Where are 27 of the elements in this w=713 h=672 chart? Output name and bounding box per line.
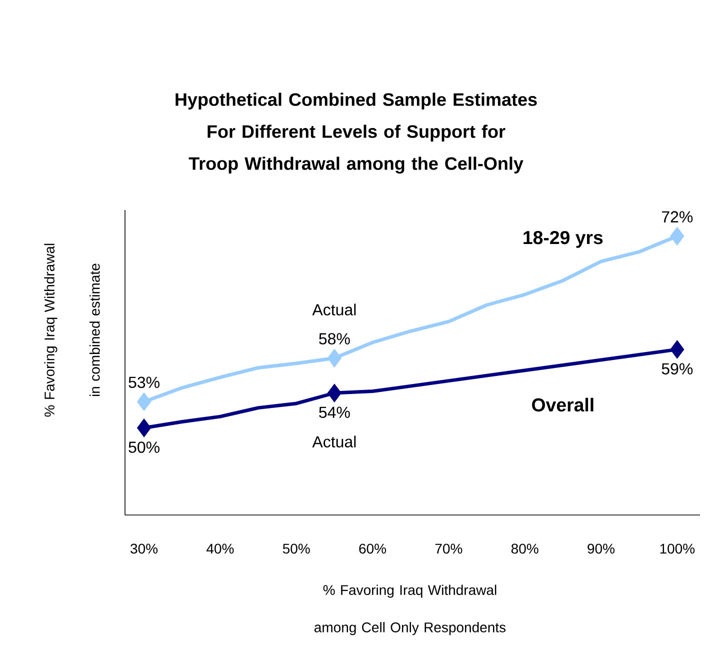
- x-tick-label: 30%: [130, 544, 158, 554]
- series-label: Overall: [532, 398, 594, 412]
- annotation: Actual: [312, 304, 356, 316]
- annotation: Actual: [312, 436, 356, 448]
- point: [327, 384, 342, 402]
- point: [327, 348, 342, 368]
- x-tick-label: 80%: [511, 544, 538, 554]
- data-label: 72%: [662, 211, 693, 222]
- point: [137, 392, 152, 411]
- point: [137, 418, 152, 438]
- data-label: 53%: [128, 376, 160, 388]
- text: % Favoring Iraq Withdrawal in combined estimate: [44, 244, 100, 417]
- x-tick-label: 50%: [282, 544, 310, 554]
- x-tick-label: 90%: [588, 544, 615, 554]
- x-tick-label: 40%: [206, 544, 234, 554]
- data-label: 50%: [128, 442, 160, 453]
- point: [670, 226, 684, 246]
- x-tick-label: 60%: [359, 544, 386, 554]
- x-tick-label: 70%: [435, 544, 462, 554]
- data-label: 54%: [319, 406, 350, 418]
- x-tick-label: 100%: [660, 544, 695, 554]
- series-label: 18-29 yrs: [524, 230, 603, 248]
- text: % Favoring Iraq Withdrawal among Cell Only Respondents: [314, 584, 506, 636]
- point: [670, 340, 684, 359]
- data-label: 59%: [662, 363, 693, 374]
- chart-title: Hypothetical Combined Sample Estimates For Different Levels of Support for Troop Withdrawal among the Cell-Only: [176, 92, 537, 174]
- data-label: 58%: [319, 333, 350, 344]
